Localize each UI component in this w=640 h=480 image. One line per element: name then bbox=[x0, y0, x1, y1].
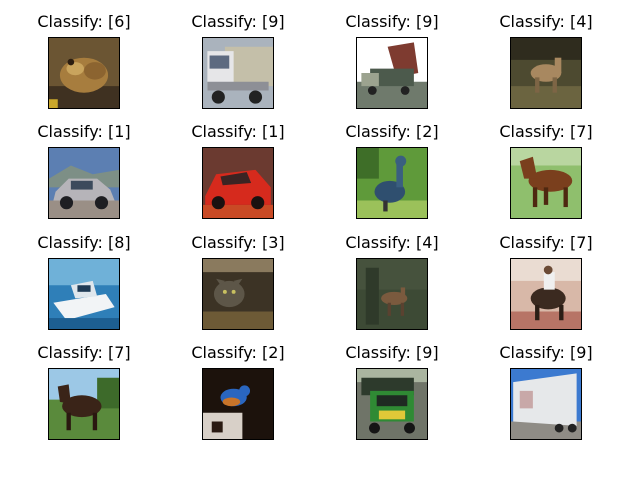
automobile-image bbox=[202, 147, 274, 219]
panel-14: Classify: [2] bbox=[173, 341, 303, 451]
truck-image bbox=[202, 37, 274, 109]
panel-title: Classify: [1] bbox=[37, 122, 131, 141]
panel-title: Classify: [4] bbox=[345, 233, 439, 252]
ship-image bbox=[48, 258, 120, 330]
panel-title: Classify: [1] bbox=[191, 122, 285, 141]
truck-image bbox=[356, 37, 428, 109]
panel-15: Classify: [9] bbox=[327, 341, 457, 451]
panel-1: Classify: [6] bbox=[19, 10, 149, 120]
panel-title: Classify: [9] bbox=[191, 12, 285, 31]
truck-image bbox=[356, 368, 428, 440]
panel-title: Classify: [7] bbox=[499, 233, 593, 252]
panel-6: Classify: [1] bbox=[173, 120, 303, 230]
panel-title: Classify: [2] bbox=[191, 343, 285, 362]
panel-11: Classify: [4] bbox=[327, 231, 457, 341]
panel-12: Classify: [7] bbox=[481, 231, 611, 341]
panel-3: Classify: [9] bbox=[327, 10, 457, 120]
panel-5: Classify: [1] bbox=[19, 120, 149, 230]
panel-title: Classify: [9] bbox=[345, 12, 439, 31]
panel-title: Classify: [2] bbox=[345, 122, 439, 141]
horse-image bbox=[510, 147, 582, 219]
panel-7: Classify: [2] bbox=[327, 120, 457, 230]
horse-image bbox=[48, 368, 120, 440]
cat-image bbox=[202, 258, 274, 330]
panel-title: Classify: [9] bbox=[345, 343, 439, 362]
truck-image bbox=[510, 368, 582, 440]
deer-image bbox=[510, 37, 582, 109]
panel-title: Classify: [7] bbox=[499, 122, 593, 141]
panel-title: Classify: [9] bbox=[499, 343, 593, 362]
panel-10: Classify: [3] bbox=[173, 231, 303, 341]
panel-2: Classify: [9] bbox=[173, 10, 303, 120]
panel-title: Classify: [4] bbox=[499, 12, 593, 31]
horse-image bbox=[510, 258, 582, 330]
automobile-image bbox=[48, 147, 120, 219]
bird-image bbox=[202, 368, 274, 440]
panel-title: Classify: [7] bbox=[37, 343, 131, 362]
panel-4: Classify: [4] bbox=[481, 10, 611, 120]
deer-image bbox=[356, 258, 428, 330]
panel-8: Classify: [7] bbox=[481, 120, 611, 230]
panel-16: Classify: [9] bbox=[481, 341, 611, 451]
frog-image bbox=[48, 37, 120, 109]
panel-title: Classify: [8] bbox=[37, 233, 131, 252]
panel-title: Classify: [3] bbox=[191, 233, 285, 252]
bird-image bbox=[356, 147, 428, 219]
panel-title: Classify: [6] bbox=[37, 12, 131, 31]
panel-9: Classify: [8] bbox=[19, 231, 149, 341]
panel-13: Classify: [7] bbox=[19, 341, 149, 451]
